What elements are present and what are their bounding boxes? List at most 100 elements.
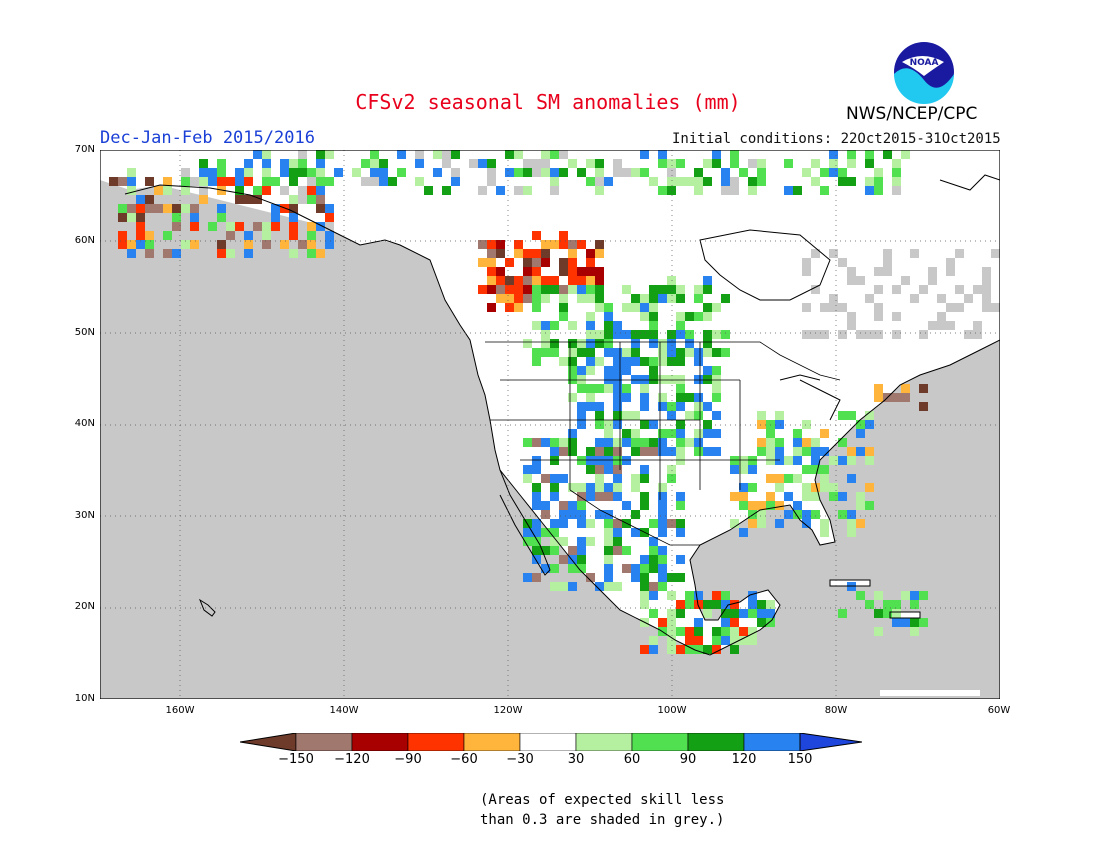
anomaly-cell [775,411,784,420]
anomaly-cell [559,582,568,591]
anomaly-cell [667,465,676,474]
anomaly-cell [919,249,928,258]
anomaly-cell [658,294,667,303]
anomaly-cell [316,150,325,159]
anomaly-cell [910,591,919,600]
anomaly-cell [631,447,640,456]
anomaly-cell [703,429,712,438]
anomaly-cell [595,402,604,411]
anomaly-cell [910,600,919,609]
anomaly-cell [595,474,604,483]
anomaly-cell [838,168,847,177]
anomaly-cell [703,645,712,654]
anomaly-cell [568,258,577,267]
anomaly-cell [640,150,649,159]
anomaly-cell [676,375,685,384]
anomaly-cell [721,591,730,600]
anomaly-cell [730,465,739,474]
lat-label: 50N [74,327,95,338]
anomaly-cell [946,258,955,267]
anomaly-cell [694,591,703,600]
anomaly-cell [793,510,802,519]
anomaly-cell [118,231,127,240]
anomaly-cell [361,177,370,186]
anomaly-cell [523,258,532,267]
anomaly-cell [856,294,865,303]
anomaly-cell [712,627,721,636]
anomaly-cell [775,474,784,483]
anomaly-cell [568,348,577,357]
anomaly-cell [613,519,622,528]
agency-label: NWS/NCEP/CPC [846,104,978,124]
anomaly-cell [487,249,496,258]
anomaly-cell [568,438,577,447]
anomaly-cell [550,546,559,555]
anomaly-cell [307,177,316,186]
anomaly-cell [118,204,127,213]
anomaly-cell [712,375,721,384]
anomaly-cell [667,177,676,186]
anomaly-cell [289,204,298,213]
anomaly-cell [973,258,982,267]
lat-label: 10N [74,693,95,704]
anomaly-cell [856,492,865,501]
anomaly-cell [838,411,847,420]
skill-note-line-2: than 0.3 are shaded in grey.) [480,812,725,828]
anomaly-cell [532,267,541,276]
anomaly-cell [694,627,703,636]
anomaly-cell [802,258,811,267]
anomaly-cell [640,501,649,510]
lon-label: 140W [329,705,359,716]
anomaly-cell [919,312,928,321]
anomaly-cell [604,303,613,312]
anomaly-cell [577,276,586,285]
anomaly-cell [613,411,622,420]
anomaly-cell [694,285,703,294]
anomaly-cell [514,294,523,303]
anomaly-cell [676,501,685,510]
anomaly-cell [649,636,658,645]
anomaly-cell [235,186,244,195]
anomaly-cell [901,618,910,627]
anomaly-cell [604,348,613,357]
anomaly-cell [649,357,658,366]
anomaly-cell [145,204,154,213]
anomaly-cell [415,177,424,186]
anomaly-cell [559,537,568,546]
anomaly-cell [964,330,973,339]
anomaly-cell [757,168,766,177]
anomaly-cell [721,627,730,636]
anomaly-cell [910,627,919,636]
anomaly-cell [964,276,973,285]
anomaly-cell [451,150,460,159]
anomaly-cell [622,456,631,465]
anomaly-cell [577,420,586,429]
anomaly-cell [883,258,892,267]
anomaly-cell [199,159,208,168]
anomaly-cell [685,330,694,339]
anomaly-cell [244,195,253,204]
anomaly-cell [577,564,586,573]
anomaly-cell [514,240,523,249]
anomaly-cell [586,285,595,294]
anomaly-cell [703,177,712,186]
anomaly-cell [730,627,739,636]
anomaly-cell [613,159,622,168]
anomaly-cell [901,276,910,285]
anomaly-cell [658,528,667,537]
anomaly-cell [595,267,604,276]
anomaly-cell [658,510,667,519]
anomaly-cell [640,591,649,600]
anomaly-cell [829,312,838,321]
anomaly-cell [739,528,748,537]
anomaly-cell [694,375,703,384]
anomaly-cell [370,177,379,186]
anomaly-cell [613,438,622,447]
anomaly-cell [127,249,136,258]
anomaly-cell [712,150,721,159]
anomaly-cell [658,618,667,627]
anomaly-cell [550,456,559,465]
anomaly-cell [604,483,613,492]
anomaly-cell [244,240,253,249]
anomaly-cell [217,213,226,222]
